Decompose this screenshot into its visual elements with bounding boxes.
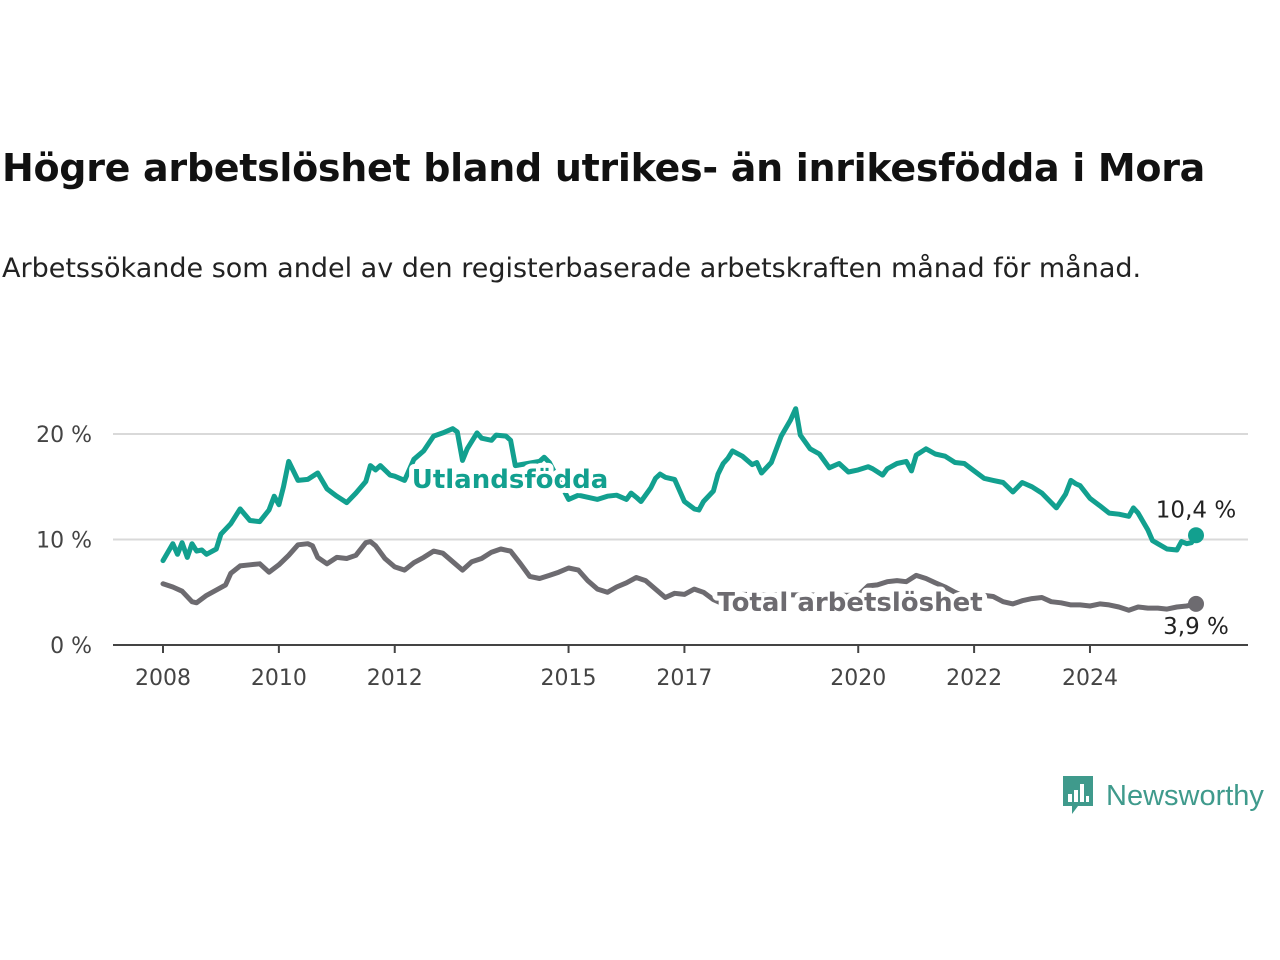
x-tick-label: 2017 (656, 666, 712, 691)
chart-subtitle: Arbetssökande som andel av den registerb… (2, 253, 1142, 284)
x-axis: 2008 2010 2012 2015 2017 2020 2022 2024 (113, 644, 1248, 691)
series-lines (160, 406, 1204, 613)
series-line-foreign-born (160, 406, 1199, 564)
chart-title: Högre arbetslöshet bland utrikes- än inr… (2, 146, 1206, 190)
y-tick-label: 20 % (36, 423, 92, 448)
newsworthy-logo: Newsworthy (1060, 774, 1264, 818)
x-tick-label: 2008 (135, 666, 191, 691)
series-end-dot (1188, 595, 1204, 612)
series-line-total (160, 539, 1199, 613)
series-end-label: 3,9 % (1163, 614, 1229, 640)
series-end-dot (1188, 527, 1204, 544)
x-tick-label: 2010 (251, 666, 307, 691)
y-tick-label: 10 % (36, 529, 92, 554)
series-labels: 10,4 % Utlandsfödda 3,9 % Total arbetslöshe… (407, 460, 1236, 640)
brand-name: Newsworthy (1106, 779, 1264, 812)
newsworthy-logo-icon (1063, 776, 1093, 814)
x-tick-label: 2012 (367, 666, 423, 691)
x-tick-label: 2024 (1062, 666, 1118, 691)
x-tick-label: 2022 (946, 666, 1002, 691)
y-tick-label: 0 % (50, 634, 92, 659)
x-tick-label: 2020 (830, 666, 886, 691)
series-name-label: Utlandsfödda (412, 465, 609, 495)
series-end-label: 10,4 % (1156, 497, 1236, 523)
x-tick-label: 2015 (541, 666, 597, 691)
series-name-label: Total arbetslöshet (717, 588, 982, 618)
grid-lines (113, 433, 1248, 541)
y-axis: 0 % 10 % 20 % (36, 423, 92, 659)
